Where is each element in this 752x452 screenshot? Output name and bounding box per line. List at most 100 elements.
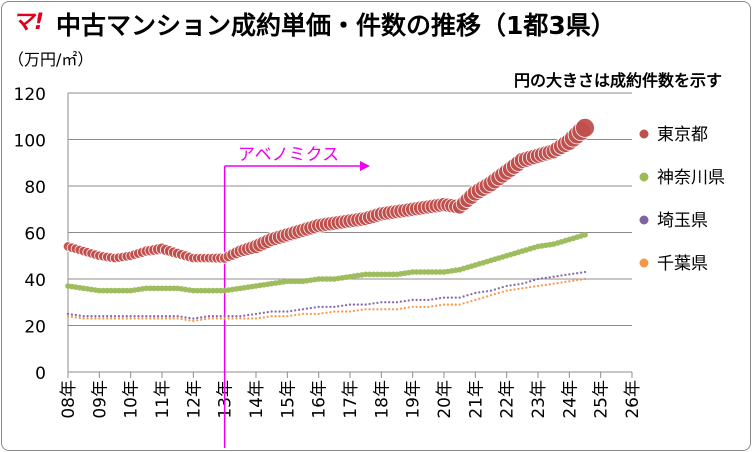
data-point-2 bbox=[525, 281, 528, 284]
data-point-3 bbox=[372, 308, 375, 311]
data-point-2 bbox=[94, 315, 97, 318]
data-point-3 bbox=[474, 298, 477, 302]
data-point-2 bbox=[102, 315, 105, 318]
data-point-1 bbox=[194, 287, 201, 294]
data-point-3 bbox=[407, 306, 410, 309]
annotation-label: アベノミクス bbox=[238, 145, 339, 165]
data-point-3 bbox=[196, 319, 199, 322]
data-point-3 bbox=[525, 286, 528, 289]
data-point-2 bbox=[576, 272, 579, 275]
data-point-2 bbox=[239, 315, 242, 318]
data-point-2 bbox=[462, 295, 465, 298]
data-point-3 bbox=[117, 317, 121, 320]
data-point-2 bbox=[427, 298, 430, 302]
data-point-2 bbox=[388, 301, 391, 304]
data-point-3 bbox=[313, 312, 316, 316]
data-point-2 bbox=[560, 274, 563, 277]
data-point-0 bbox=[575, 117, 595, 138]
data-point-3 bbox=[266, 315, 269, 318]
data-point-3 bbox=[172, 317, 175, 320]
data-point-3 bbox=[399, 307, 403, 310]
data-point-2 bbox=[145, 315, 148, 318]
data-point-1 bbox=[319, 276, 326, 282]
data-point-2 bbox=[176, 315, 179, 318]
data-point-2 bbox=[309, 306, 312, 310]
data-point-2 bbox=[552, 275, 555, 278]
data-point-3 bbox=[489, 294, 493, 297]
data-point-3 bbox=[188, 319, 191, 322]
data-point-2 bbox=[301, 308, 305, 311]
data-point-2 bbox=[172, 315, 175, 318]
data-point-3 bbox=[466, 301, 469, 304]
data-point-2 bbox=[294, 309, 297, 312]
data-point-2 bbox=[164, 315, 168, 318]
x-tick-label: 17年 bbox=[341, 380, 361, 419]
legend-marker bbox=[639, 258, 649, 268]
data-point-1 bbox=[210, 287, 216, 294]
x-tick-label: 14年 bbox=[247, 380, 267, 419]
data-point-3 bbox=[329, 310, 332, 314]
data-point-1 bbox=[159, 285, 165, 292]
data-point-2 bbox=[344, 304, 348, 307]
data-point-1 bbox=[198, 287, 205, 294]
data-point-1 bbox=[147, 285, 154, 292]
data-point-2 bbox=[478, 291, 481, 294]
data-point-3 bbox=[109, 317, 113, 320]
data-point-2 bbox=[313, 306, 316, 309]
data-point-3 bbox=[145, 317, 148, 320]
y-tick-labels: 0 20 40 60 80 100 120 bbox=[14, 85, 46, 384]
data-point-2 bbox=[435, 297, 438, 300]
data-point-3 bbox=[485, 295, 489, 298]
x-tick-label: 11年 bbox=[153, 380, 173, 419]
legend-label: 千葉県 bbox=[657, 254, 708, 274]
data-point-2 bbox=[513, 283, 516, 286]
data-point-1 bbox=[390, 271, 396, 278]
data-point-3 bbox=[78, 316, 81, 320]
data-point-1 bbox=[323, 276, 330, 282]
data-point-2 bbox=[352, 303, 356, 306]
data-point-3 bbox=[70, 315, 74, 318]
data-point-2 bbox=[98, 315, 101, 318]
data-point-2 bbox=[536, 277, 540, 281]
data-point-1 bbox=[217, 287, 224, 294]
data-point-2 bbox=[247, 313, 250, 317]
data-point-3 bbox=[341, 310, 344, 313]
x-tick-label: 15年 bbox=[278, 380, 298, 419]
legend-label: 東京都 bbox=[657, 125, 708, 145]
data-point-2 bbox=[341, 304, 344, 307]
data-point-1 bbox=[425, 269, 432, 275]
data-point-2 bbox=[192, 317, 195, 320]
data-point-2 bbox=[250, 313, 254, 316]
data-point-3 bbox=[536, 284, 540, 288]
data-point-1 bbox=[163, 285, 169, 292]
data-point-3 bbox=[579, 278, 583, 281]
data-point-2 bbox=[395, 301, 399, 304]
legend-marker bbox=[639, 172, 649, 182]
data-point-1 bbox=[170, 285, 177, 292]
data-point-2 bbox=[235, 315, 238, 318]
legend-marker bbox=[639, 129, 649, 139]
data-point-2 bbox=[121, 315, 124, 318]
data-point-2 bbox=[82, 315, 85, 318]
data-point-3 bbox=[391, 308, 395, 311]
legend-label: 埼玉県 bbox=[657, 211, 708, 231]
data-point-2 bbox=[141, 315, 144, 318]
data-point-3 bbox=[352, 309, 356, 313]
data-point-3 bbox=[493, 292, 497, 296]
data-point-3 bbox=[540, 284, 544, 287]
data-point-1 bbox=[104, 287, 111, 294]
y-tick-label: 100 bbox=[14, 132, 46, 152]
data-point-3 bbox=[450, 303, 453, 306]
data-point-3 bbox=[274, 315, 277, 318]
data-point-3 bbox=[419, 305, 422, 309]
data-point-1 bbox=[409, 269, 416, 275]
data-point-2 bbox=[153, 315, 156, 318]
data-point-1 bbox=[429, 269, 436, 275]
data-point-1 bbox=[582, 231, 588, 238]
data-point-2 bbox=[431, 298, 434, 301]
data-point-2 bbox=[521, 282, 524, 285]
data-point-2 bbox=[129, 315, 132, 318]
data-point-3 bbox=[532, 285, 536, 288]
